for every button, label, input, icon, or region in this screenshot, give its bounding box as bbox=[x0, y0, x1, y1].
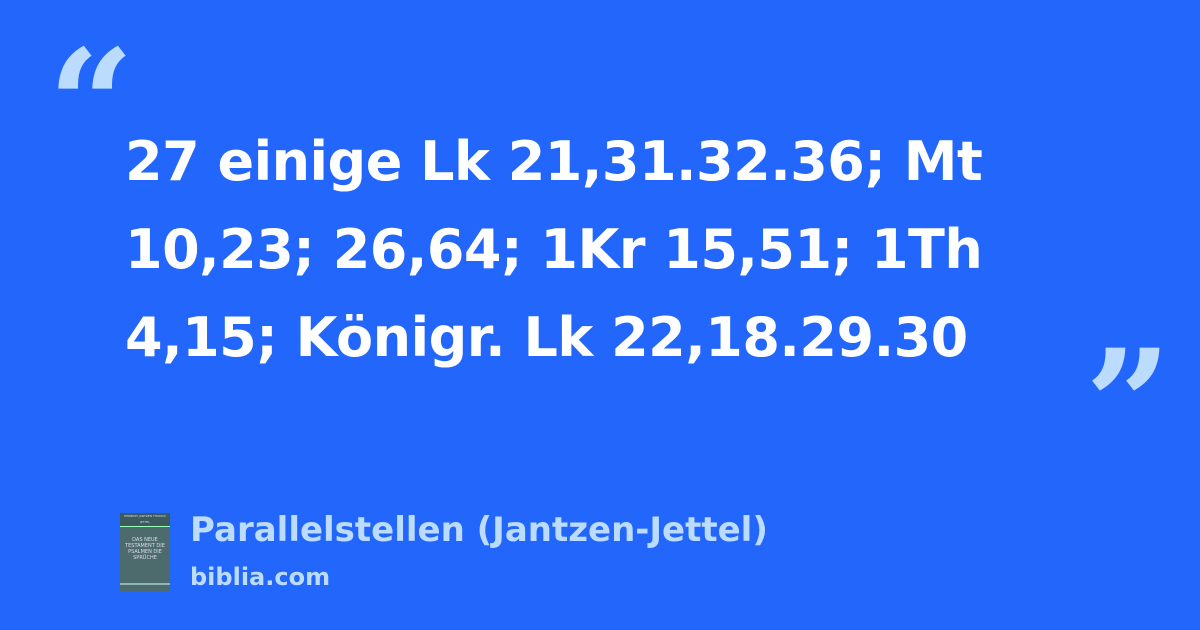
source-title: Parallelstellen (Jantzen-Jettel) bbox=[190, 510, 768, 550]
quote-text: 27 einige Lk 21,31.32.36; Mt 10,23; 26,6… bbox=[125, 130, 983, 369]
book-cover-authors: HERBERT JANTZEN THOMAS JETTEL bbox=[120, 513, 170, 527]
open-quote-icon: “ bbox=[48, 17, 135, 193]
book-cover-title: DAS NEUE TESTAMENT DIE PSALMEN DIE SPRÜC… bbox=[125, 537, 165, 561]
book-cover-stripe bbox=[120, 583, 170, 585]
source-site-link[interactable]: biblia.com bbox=[190, 563, 331, 591]
book-cover-image: HERBERT JANTZEN THOMAS JETTEL DAS NEUE T… bbox=[120, 513, 170, 591]
close-quote-icon: ” bbox=[1085, 317, 1172, 493]
